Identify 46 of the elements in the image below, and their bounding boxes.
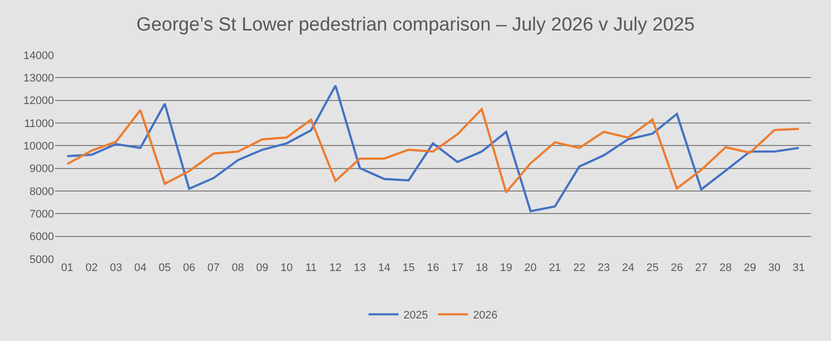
- x-tick-label: 28: [720, 262, 732, 274]
- y-tick-label: 13000: [23, 72, 54, 85]
- x-tick-label: 20: [524, 262, 537, 274]
- x-tick-label: 09: [256, 262, 268, 274]
- x-tick-label: 15: [402, 262, 415, 274]
- x-tick-label: 23: [598, 262, 610, 274]
- x-tick-label: 06: [183, 262, 196, 274]
- y-tick-label: 12000: [23, 95, 54, 108]
- x-tick-label: 22: [573, 262, 586, 274]
- y-tick-label: 8000: [30, 186, 54, 198]
- y-tick-label: 5000: [30, 254, 54, 266]
- x-tick-label: 13: [354, 262, 366, 274]
- y-tick-label: 14000: [23, 50, 54, 62]
- x-tick-label: 30: [768, 262, 781, 274]
- x-tick-label: 14: [378, 262, 390, 274]
- x-tick-label: 27: [695, 262, 708, 274]
- y-tick-label: 7000: [30, 208, 54, 221]
- x-tick-label: 17: [451, 262, 464, 274]
- x-tick-label: 16: [426, 262, 440, 274]
- x-tick-label: 31: [792, 262, 805, 274]
- x-tick-label: 04: [134, 262, 146, 274]
- y-tick-label: 11000: [24, 118, 54, 130]
- x-tick-label: 08: [232, 262, 244, 274]
- legend-label: 2025: [404, 310, 428, 322]
- x-tick-label: 21: [548, 262, 562, 274]
- x-tick-label: 01: [61, 262, 74, 274]
- x-tick-label: 05: [158, 262, 171, 274]
- x-tick-label: 10: [280, 262, 293, 274]
- x-tick-label: 25: [646, 262, 659, 274]
- legend-label: 2026: [472, 310, 498, 322]
- x-tick-label: 24: [622, 262, 634, 274]
- x-tick-label: 29: [744, 262, 756, 274]
- x-tick-label: 26: [670, 262, 683, 274]
- line-series: [66, 84, 800, 212]
- line-series: [66, 108, 800, 194]
- x-tick-label: 12: [329, 262, 342, 274]
- x-tick-label: 18: [476, 262, 488, 274]
- x-tick-label: 07: [207, 262, 220, 274]
- x-tick-label: 03: [110, 262, 122, 274]
- x-tick-label: 11: [305, 262, 317, 274]
- chart-title: George’s St Lower pedestrian comparison – July 2026 v July 2025: [136, 14, 695, 36]
- y-tick-label: 9000: [30, 163, 54, 176]
- y-tick-label: 10000: [23, 140, 54, 153]
- y-tick-label: 6000: [30, 231, 54, 244]
- x-tick-label: 02: [85, 262, 98, 274]
- x-tick-label: 19: [500, 262, 512, 274]
